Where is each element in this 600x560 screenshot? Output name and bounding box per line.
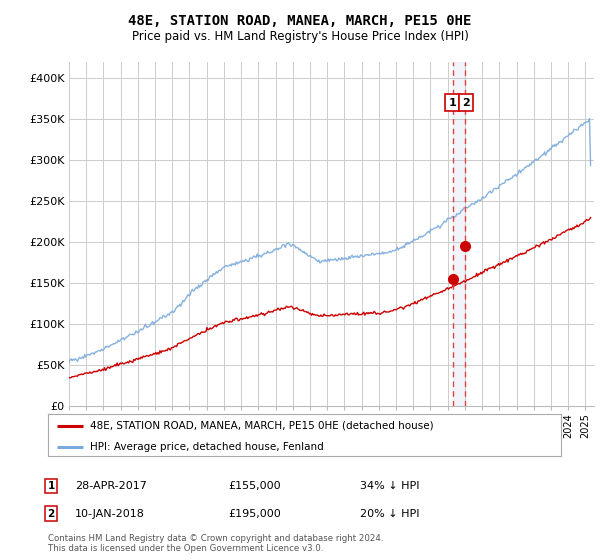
Text: 2: 2: [47, 508, 55, 519]
Text: 1: 1: [448, 97, 456, 108]
Text: Contains HM Land Registry data © Crown copyright and database right 2024.
This d: Contains HM Land Registry data © Crown c…: [48, 534, 383, 553]
Text: 34% ↓ HPI: 34% ↓ HPI: [360, 481, 419, 491]
Text: 48E, STATION ROAD, MANEA, MARCH, PE15 0HE (detached house): 48E, STATION ROAD, MANEA, MARCH, PE15 0H…: [90, 421, 434, 431]
Text: £195,000: £195,000: [228, 508, 281, 519]
Text: 28-APR-2017: 28-APR-2017: [75, 481, 147, 491]
Bar: [453, 62, 466, 406]
Text: 20% ↓ HPI: 20% ↓ HPI: [360, 508, 419, 519]
Text: £155,000: £155,000: [228, 481, 281, 491]
Text: HPI: Average price, detached house, Fenland: HPI: Average price, detached house, Fenl…: [90, 442, 324, 452]
Text: 1: 1: [47, 481, 55, 491]
Text: Price paid vs. HM Land Registry's House Price Index (HPI): Price paid vs. HM Land Registry's House …: [131, 30, 469, 43]
Text: 2: 2: [463, 97, 470, 108]
Text: 10-JAN-2018: 10-JAN-2018: [75, 508, 145, 519]
Text: 48E, STATION ROAD, MANEA, MARCH, PE15 0HE: 48E, STATION ROAD, MANEA, MARCH, PE15 0H…: [128, 14, 472, 28]
